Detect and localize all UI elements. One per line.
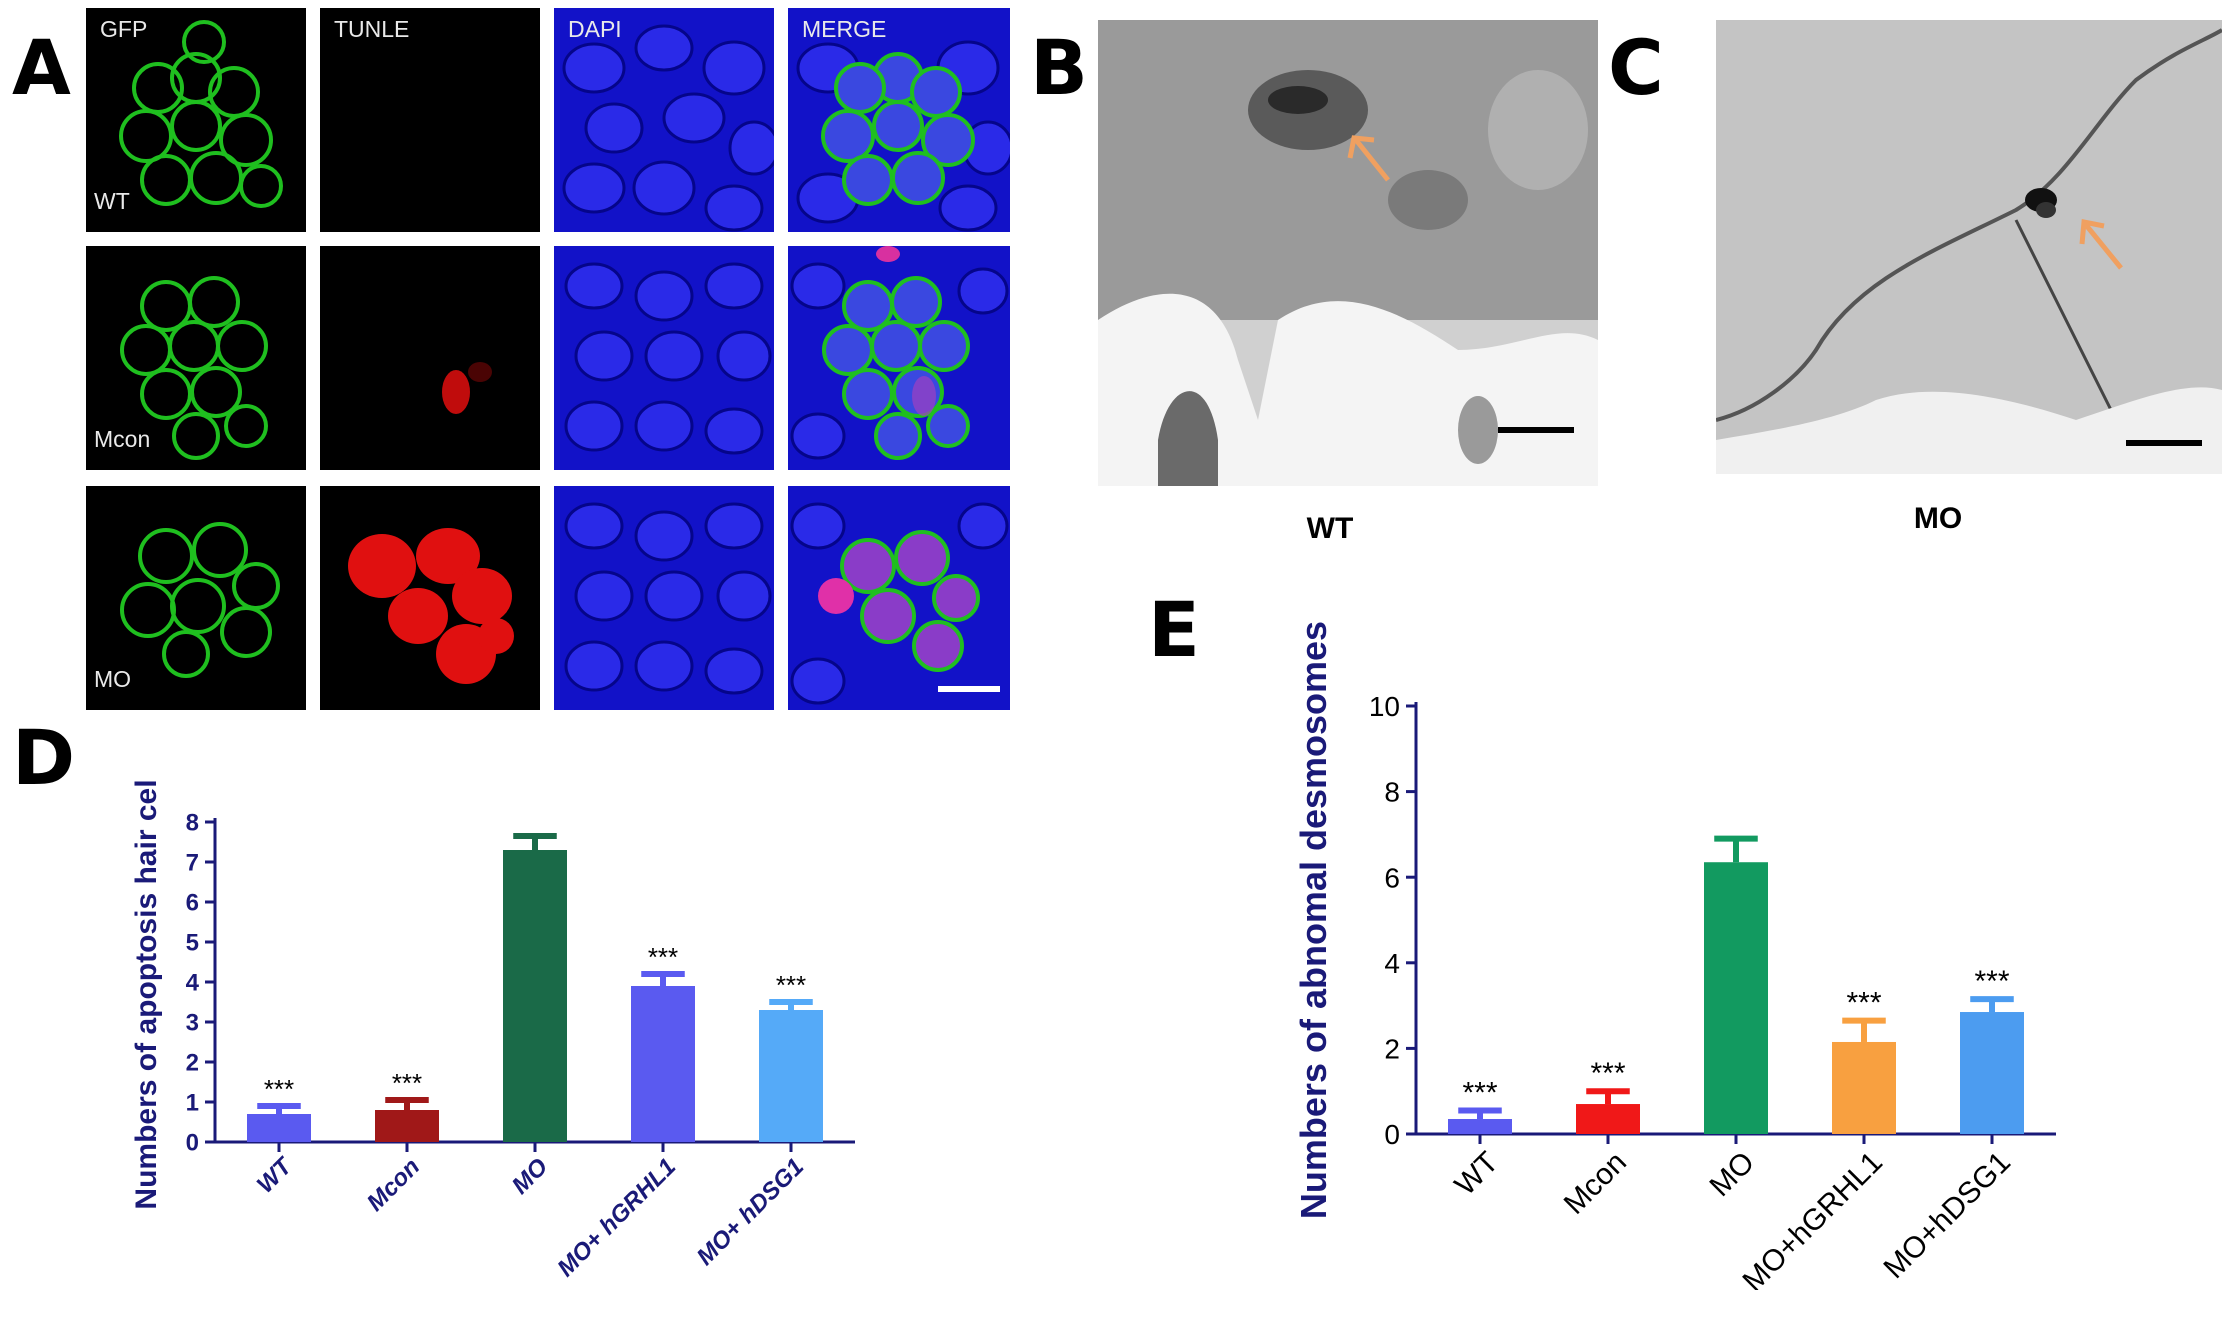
y-tick-label: 8	[1384, 777, 1400, 808]
arrow-icon	[1347, 135, 1390, 182]
arrow-icon	[2079, 219, 2123, 270]
panel-label-a: A	[12, 23, 71, 112]
micro-mcon-tunel	[320, 246, 540, 470]
panel-c-em-image	[1716, 20, 2222, 474]
y-axis-label: Numbers of apoptosis hair cells	[130, 780, 163, 1210]
em-mo-image	[1716, 20, 2222, 474]
y-tick-label: 3	[186, 1010, 199, 1037]
micro-mcon-dapi	[554, 246, 774, 470]
row-label-wt: WT	[94, 188, 130, 214]
x-tick-label: MO+hGRHL1	[1737, 1146, 1889, 1290]
x-tick-label: MO	[507, 1153, 554, 1200]
y-tick-label: 4	[186, 970, 200, 997]
bar	[631, 986, 695, 1142]
significance-label: ***	[1590, 1057, 1625, 1090]
column-label-dapi: DAPI	[568, 16, 622, 42]
micro-mo-gfp: MO	[86, 486, 306, 710]
gfp-cells-image	[120, 522, 280, 678]
micro-mo-tunel	[320, 486, 540, 710]
x-tick-label: MO+ hGRHL1	[552, 1153, 681, 1282]
significance-label: ***	[648, 942, 678, 972]
y-tick-label: 1	[186, 1090, 199, 1117]
y-tick-label: 6	[186, 890, 199, 917]
merge-cells-image	[790, 502, 1009, 705]
micro-mo-merge	[788, 486, 1010, 710]
y-tick-label: 2	[186, 1050, 199, 1077]
significance-label: ***	[264, 1074, 294, 1104]
y-axis-label: Numbers of abnomal desmosomes	[1293, 621, 1334, 1219]
y-tick-label: 10	[1369, 691, 1400, 722]
gfp-cells-image	[120, 276, 268, 460]
x-tick-label: MO+hDSG1	[1877, 1146, 2016, 1285]
micro-wt-tunel: TUNLE	[320, 8, 540, 232]
y-tick-label: 6	[1384, 862, 1400, 893]
bar	[759, 1010, 823, 1142]
column-label-gfp: GFP	[100, 16, 148, 42]
gfp-cells-image	[119, 20, 283, 208]
dapi-nuclei-image	[564, 502, 772, 695]
scale-bar	[938, 686, 1000, 692]
merge-cells-image	[796, 40, 1010, 232]
bar	[1960, 1012, 2024, 1134]
dapi-nuclei-image	[562, 24, 774, 232]
bar	[503, 850, 567, 1142]
significance-label: ***	[1846, 987, 1881, 1020]
em-wt-image	[1098, 20, 1598, 486]
panel-label-e: E	[1148, 585, 1200, 674]
y-tick-label: 5	[186, 930, 199, 957]
x-tick-label: WT	[1449, 1146, 1505, 1202]
micro-mcon-merge	[788, 246, 1010, 470]
y-tick-label: 4	[1384, 948, 1400, 979]
x-tick-label: MO+ hDSG1	[692, 1153, 810, 1271]
tunel-signal-image	[442, 362, 492, 414]
x-tick-label: Mcon	[1558, 1146, 1633, 1221]
tunel-signal-image	[348, 528, 514, 684]
bar	[247, 1114, 311, 1142]
scale-bar	[1498, 427, 1574, 433]
bar	[1832, 1041, 1896, 1134]
panel-label-b: B	[1030, 23, 1088, 112]
dapi-nuclei-image	[564, 262, 772, 455]
micro-wt-dapi: DAPI	[554, 8, 774, 232]
panel-c-caption: MO	[1913, 502, 1963, 535]
y-tick-label: 0	[186, 1130, 199, 1157]
micro-mcon-gfp: Mcon	[86, 246, 306, 470]
panel-b-caption: WT	[1306, 512, 1354, 545]
panel-label-d: D	[12, 713, 76, 802]
bar	[1704, 862, 1768, 1134]
significance-label: ***	[1462, 1076, 1497, 1109]
panel-label-c: C	[1608, 23, 1664, 112]
scale-bar	[2126, 440, 2202, 446]
x-tick-label: WT	[252, 1151, 299, 1198]
column-label-merge: MERGE	[802, 16, 887, 42]
x-tick-label: MO	[1703, 1146, 1761, 1204]
significance-label: ***	[392, 1068, 422, 1098]
panel-b-em-image	[1098, 20, 1598, 486]
row-label-mo: MO	[94, 666, 132, 692]
merge-cells-image	[790, 246, 1009, 460]
panel-e-chart: 0 2 4 6 8 10 Numbers of abnomal desmosomes *** W…	[1293, 621, 2056, 1290]
y-tick-label: 7	[186, 850, 199, 877]
bar	[1448, 1119, 1512, 1134]
y-tick-label: 0	[1384, 1119, 1400, 1150]
y-tick-label: 2	[1384, 1033, 1400, 1064]
x-tick-label: Mcon	[362, 1153, 425, 1216]
significance-label: ***	[1974, 965, 2009, 998]
row-label-mcon: Mcon	[94, 426, 151, 452]
bar	[1576, 1104, 1640, 1134]
y-tick-label: 8	[186, 810, 199, 837]
micro-wt-merge: MERGE	[788, 8, 1010, 232]
significance-label: ***	[776, 970, 806, 1000]
micro-mo-dapi	[554, 486, 774, 710]
micro-wt-gfp: GFP WT	[86, 8, 306, 232]
bar	[375, 1110, 439, 1142]
panel-d-chart: 0 1 2 3 4 5 6 7 8 Numbers of apoptosis hair cells…	[130, 780, 855, 1282]
column-label-tunel: TUNLE	[334, 16, 410, 42]
